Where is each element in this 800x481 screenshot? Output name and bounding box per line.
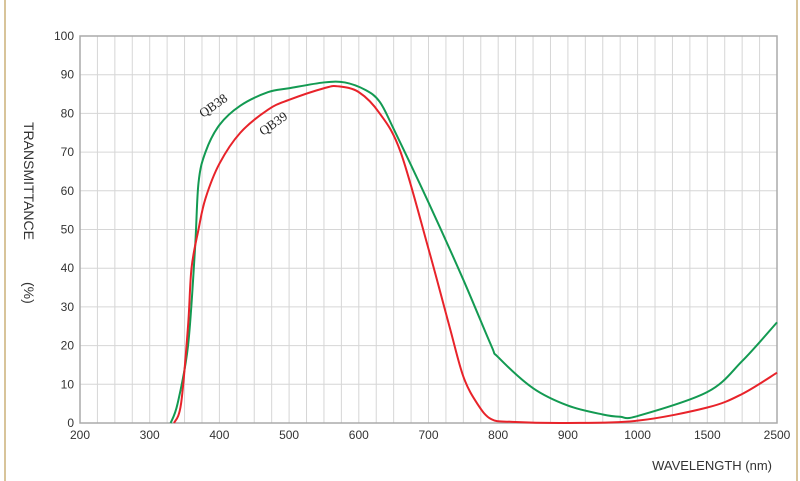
x-tick-label: 300 — [140, 428, 160, 442]
y-tick-label: 60 — [61, 184, 75, 198]
right-border — [796, 0, 798, 481]
x-tick-label: 600 — [349, 428, 369, 442]
left-border — [4, 0, 6, 481]
x-tick-label: 800 — [488, 428, 508, 442]
x-tick-label: 700 — [418, 428, 438, 442]
y-tick-label: 0 — [67, 416, 74, 430]
y-axis-unit: (%) — [21, 282, 37, 304]
x-tick-label: 500 — [279, 428, 299, 442]
y-tick-label: 70 — [61, 145, 75, 159]
y-tick-label: 30 — [61, 300, 75, 314]
y-axis-label: TRANSMITTANCE — [21, 122, 37, 240]
series-label-qb39: QB39 — [256, 108, 290, 138]
x-tick-label: 2500 — [764, 428, 791, 442]
x-tick-label: 400 — [209, 428, 229, 442]
y-tick-label: 90 — [61, 68, 75, 82]
y-tick-label: 10 — [61, 377, 75, 391]
y-tick-label: 80 — [61, 106, 75, 120]
y-tick-label: 100 — [54, 29, 74, 43]
y-tick-label: 40 — [61, 261, 75, 275]
y-tick-label: 50 — [61, 223, 75, 237]
series-label-qb38: QB38 — [196, 90, 230, 120]
x-tick-label: 1500 — [694, 428, 721, 442]
x-axis-label: WAVELENGTH (nm) — [652, 458, 772, 473]
series-line-qb38 — [169, 80, 778, 424]
x-tick-label: 900 — [558, 428, 578, 442]
y-tick-label: 20 — [61, 339, 75, 353]
series-line-qb39 — [173, 85, 778, 425]
x-tick-label: 1000 — [624, 428, 651, 442]
x-tick-label: 200 — [70, 428, 90, 442]
plot-frame — [79, 35, 778, 424]
